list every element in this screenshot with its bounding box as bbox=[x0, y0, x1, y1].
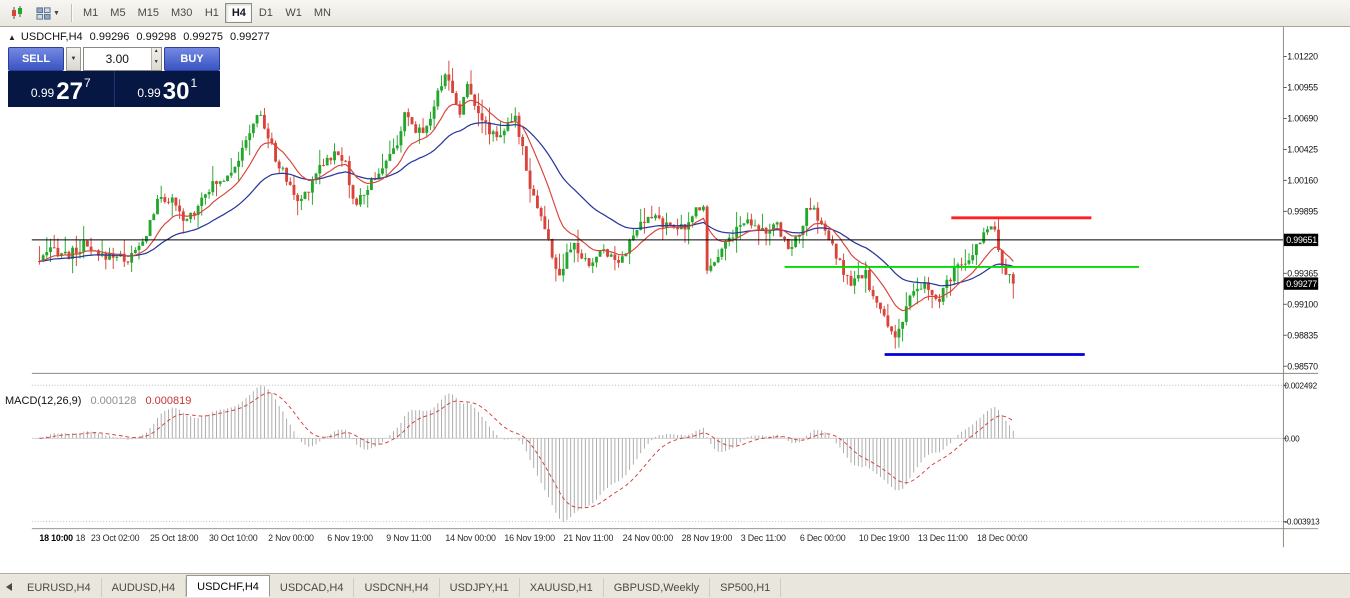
macd-signal-value: 0.000819 bbox=[145, 395, 192, 407]
chart-tab-bar: EURUSD,H4 AUDUSD,H4 USDCHF,H4 USDCAD,H4 USDC… bbox=[0, 573, 1350, 598]
svg-text:6 Dec 00:00: 6 Dec 00:00 bbox=[800, 533, 846, 543]
tab-audusd-h4[interactable]: AUDUSD,H4 bbox=[102, 578, 187, 597]
ohlc-open: 0.99296 bbox=[89, 31, 130, 43]
svg-text:23 Oct 02:00: 23 Oct 02:00 bbox=[91, 533, 140, 543]
buy-price-pips: 30 bbox=[162, 78, 190, 105]
sell-button[interactable]: SELL bbox=[8, 47, 64, 71]
svg-text:0.99365: 0.99365 bbox=[1287, 268, 1318, 278]
svg-text:0.99100: 0.99100 bbox=[1287, 299, 1318, 309]
timeframe-button-d1[interactable]: D1 bbox=[252, 3, 279, 23]
chart-background bbox=[31, 27, 1319, 548]
svg-text:25 Oct 18:00: 25 Oct 18:00 bbox=[150, 533, 199, 543]
svg-text:0.99651: 0.99651 bbox=[1286, 235, 1317, 245]
svg-text:9 Nov 11:00: 9 Nov 11:00 bbox=[386, 533, 431, 543]
chart-layout-button[interactable]: ▼ bbox=[30, 2, 66, 24]
svg-text:16 Nov 19:00: 16 Nov 19:00 bbox=[504, 533, 555, 543]
sell-price-display[interactable]: 0.99 27 7 bbox=[8, 71, 114, 107]
svg-text:18 10:00: 18 10:00 bbox=[39, 533, 73, 543]
svg-text:18: 18 bbox=[76, 533, 86, 543]
tab-scroll-left-icon[interactable] bbox=[6, 583, 12, 591]
tab-usdcad-h4[interactable]: USDCAD,H4 bbox=[270, 578, 355, 597]
chart-tab-list: EURUSD,H4 AUDUSD,H4 USDCHF,H4 USDCAD,H4 USDC… bbox=[17, 575, 782, 597]
svg-text:0.99895: 0.99895 bbox=[1287, 207, 1318, 217]
svg-text:0.98570: 0.98570 bbox=[1287, 361, 1318, 371]
macd-signal-line bbox=[39, 392, 1014, 509]
svg-text:30 Oct 10:00: 30 Oct 10:00 bbox=[209, 533, 258, 543]
svg-text:28 Nov 19:00: 28 Nov 19:00 bbox=[682, 533, 733, 543]
trade-prices-row: 0.99 27 7 0.99 30 1 bbox=[8, 71, 220, 107]
svg-text:3 Dec 11:00: 3 Dec 11:00 bbox=[741, 533, 786, 543]
tile-windows-icon bbox=[36, 6, 51, 20]
timeframe-button-w1[interactable]: W1 bbox=[279, 3, 308, 23]
svg-text:1.00425: 1.00425 bbox=[1287, 145, 1318, 155]
one-click-trading-panel: SELL ▼ ▲ ▼ BUY 0.99 27 7 0.99 30 1 bbox=[8, 47, 220, 107]
ohlc-high: 0.99298 bbox=[136, 31, 177, 43]
svg-text:0.99277: 0.99277 bbox=[1286, 279, 1317, 289]
macd-main-value: 0.000128 bbox=[90, 395, 137, 407]
lot-size-field: ▲ ▼ bbox=[83, 47, 162, 71]
lot-dropdown-button[interactable]: ▼ bbox=[66, 47, 81, 71]
top-toolbar: ▼ M1 M5 M15 M30 H1 H4 D1 W1 MN bbox=[0, 0, 1350, 27]
ohlc-low: 0.99275 bbox=[183, 31, 223, 43]
tab-sp500-h1[interactable]: SP500,H1 bbox=[710, 578, 782, 597]
lot-size-input[interactable] bbox=[84, 48, 151, 70]
buy-button[interactable]: BUY bbox=[164, 47, 220, 71]
buy-price-main: 0.99 bbox=[137, 86, 161, 100]
tab-xauusd-h1[interactable]: XAUUSD,H1 bbox=[520, 578, 604, 597]
sell-price-main: 0.99 bbox=[30, 86, 55, 100]
timeframe-button-m5[interactable]: M5 bbox=[104, 3, 131, 23]
chart-canvas[interactable]: 1.01220 1.00955 1.00690 1.00425 1.00160 0.998… bbox=[0, 27, 1350, 573]
svg-text:6 Nov 19:00: 6 Nov 19:00 bbox=[327, 533, 373, 543]
svg-text:24 Nov 00:00: 24 Nov 00:00 bbox=[623, 533, 674, 543]
svg-text:1.00690: 1.00690 bbox=[1287, 114, 1318, 124]
timeframe-button-h1[interactable]: H1 bbox=[198, 3, 225, 23]
tab-gbpusd-weekly[interactable]: GBPUSD,Weekly bbox=[604, 578, 711, 597]
svg-text:1.01220: 1.01220 bbox=[1287, 52, 1318, 62]
svg-text:10 Dec 19:00: 10 Dec 19:00 bbox=[859, 533, 910, 543]
trade-controls-row: SELL ▼ ▲ ▼ BUY bbox=[8, 47, 220, 71]
tab-eurusd-h4[interactable]: EURUSD,H4 bbox=[17, 578, 102, 597]
sell-price-sup: 7 bbox=[83, 76, 91, 90]
chevron-down-icon: ▼ bbox=[70, 56, 77, 62]
timeframe-button-mn[interactable]: MN bbox=[308, 3, 337, 23]
svg-text:1.00955: 1.00955 bbox=[1287, 83, 1318, 93]
svg-text:14 Nov 00:00: 14 Nov 00:00 bbox=[445, 533, 496, 543]
macd-name: MACD(12,26,9) bbox=[5, 395, 82, 407]
svg-text:2 Nov 00:00: 2 Nov 00:00 bbox=[268, 533, 314, 543]
sell-price-pips: 27 bbox=[56, 78, 83, 105]
timeframe-button-h4[interactable]: H4 bbox=[225, 3, 253, 23]
svg-text:-0.003913: -0.003913 bbox=[1284, 518, 1320, 527]
tab-usdjpy-h1[interactable]: USDJPY,H1 bbox=[440, 578, 520, 597]
svg-text:1.00160: 1.00160 bbox=[1287, 176, 1318, 186]
svg-text:0.002492: 0.002492 bbox=[1284, 381, 1317, 390]
buy-price-display[interactable]: 0.99 30 1 bbox=[115, 71, 221, 107]
chevron-down-icon: ▼ bbox=[53, 9, 60, 17]
up-triangle-icon: ▲ bbox=[8, 32, 16, 42]
timeframe-button-group: M1 M5 M15 M30 H1 H4 D1 W1 MN bbox=[77, 3, 337, 23]
ohlc-close: 0.99277 bbox=[229, 31, 270, 43]
chart-ohlc-header: ▲ USDCHF,H4 0.99296 0.99298 0.99275 0.99… bbox=[8, 31, 270, 43]
lot-spinner[interactable]: ▲ ▼ bbox=[150, 48, 161, 70]
toolbar-separator bbox=[71, 4, 72, 22]
svg-text:0.98835: 0.98835 bbox=[1287, 330, 1318, 340]
tab-usdcnh-h4[interactable]: USDCNH,H4 bbox=[354, 578, 440, 597]
buy-price-sup: 1 bbox=[190, 76, 198, 90]
candlestick-chart-icon bbox=[12, 6, 22, 19]
svg-text:13 Dec 11:00: 13 Dec 11:00 bbox=[918, 533, 968, 543]
svg-text:21 Nov 11:00: 21 Nov 11:00 bbox=[564, 533, 614, 543]
ma-fast-line bbox=[39, 99, 1014, 312]
price-divider bbox=[113, 71, 115, 107]
svg-text:0.00: 0.00 bbox=[1284, 434, 1300, 443]
chart-symbol-period: USDCHF,H4 bbox=[20, 31, 83, 43]
tab-usdchf-h4[interactable]: USDCHF,H4 bbox=[186, 575, 270, 597]
timeframe-button-m15[interactable]: M15 bbox=[132, 3, 165, 23]
spinner-up-icon: ▲ bbox=[153, 48, 159, 54]
chart-type-button[interactable] bbox=[4, 2, 30, 24]
svg-text:18 Dec 00:00: 18 Dec 00:00 bbox=[977, 533, 1028, 543]
timeframe-button-m30[interactable]: M30 bbox=[165, 3, 198, 23]
spinner-down-icon: ▼ bbox=[153, 59, 159, 65]
macd-indicator-label: MACD(12,26,9) 0.000128 0.000819 bbox=[5, 395, 191, 407]
timeframe-button-m1[interactable]: M1 bbox=[77, 3, 104, 23]
